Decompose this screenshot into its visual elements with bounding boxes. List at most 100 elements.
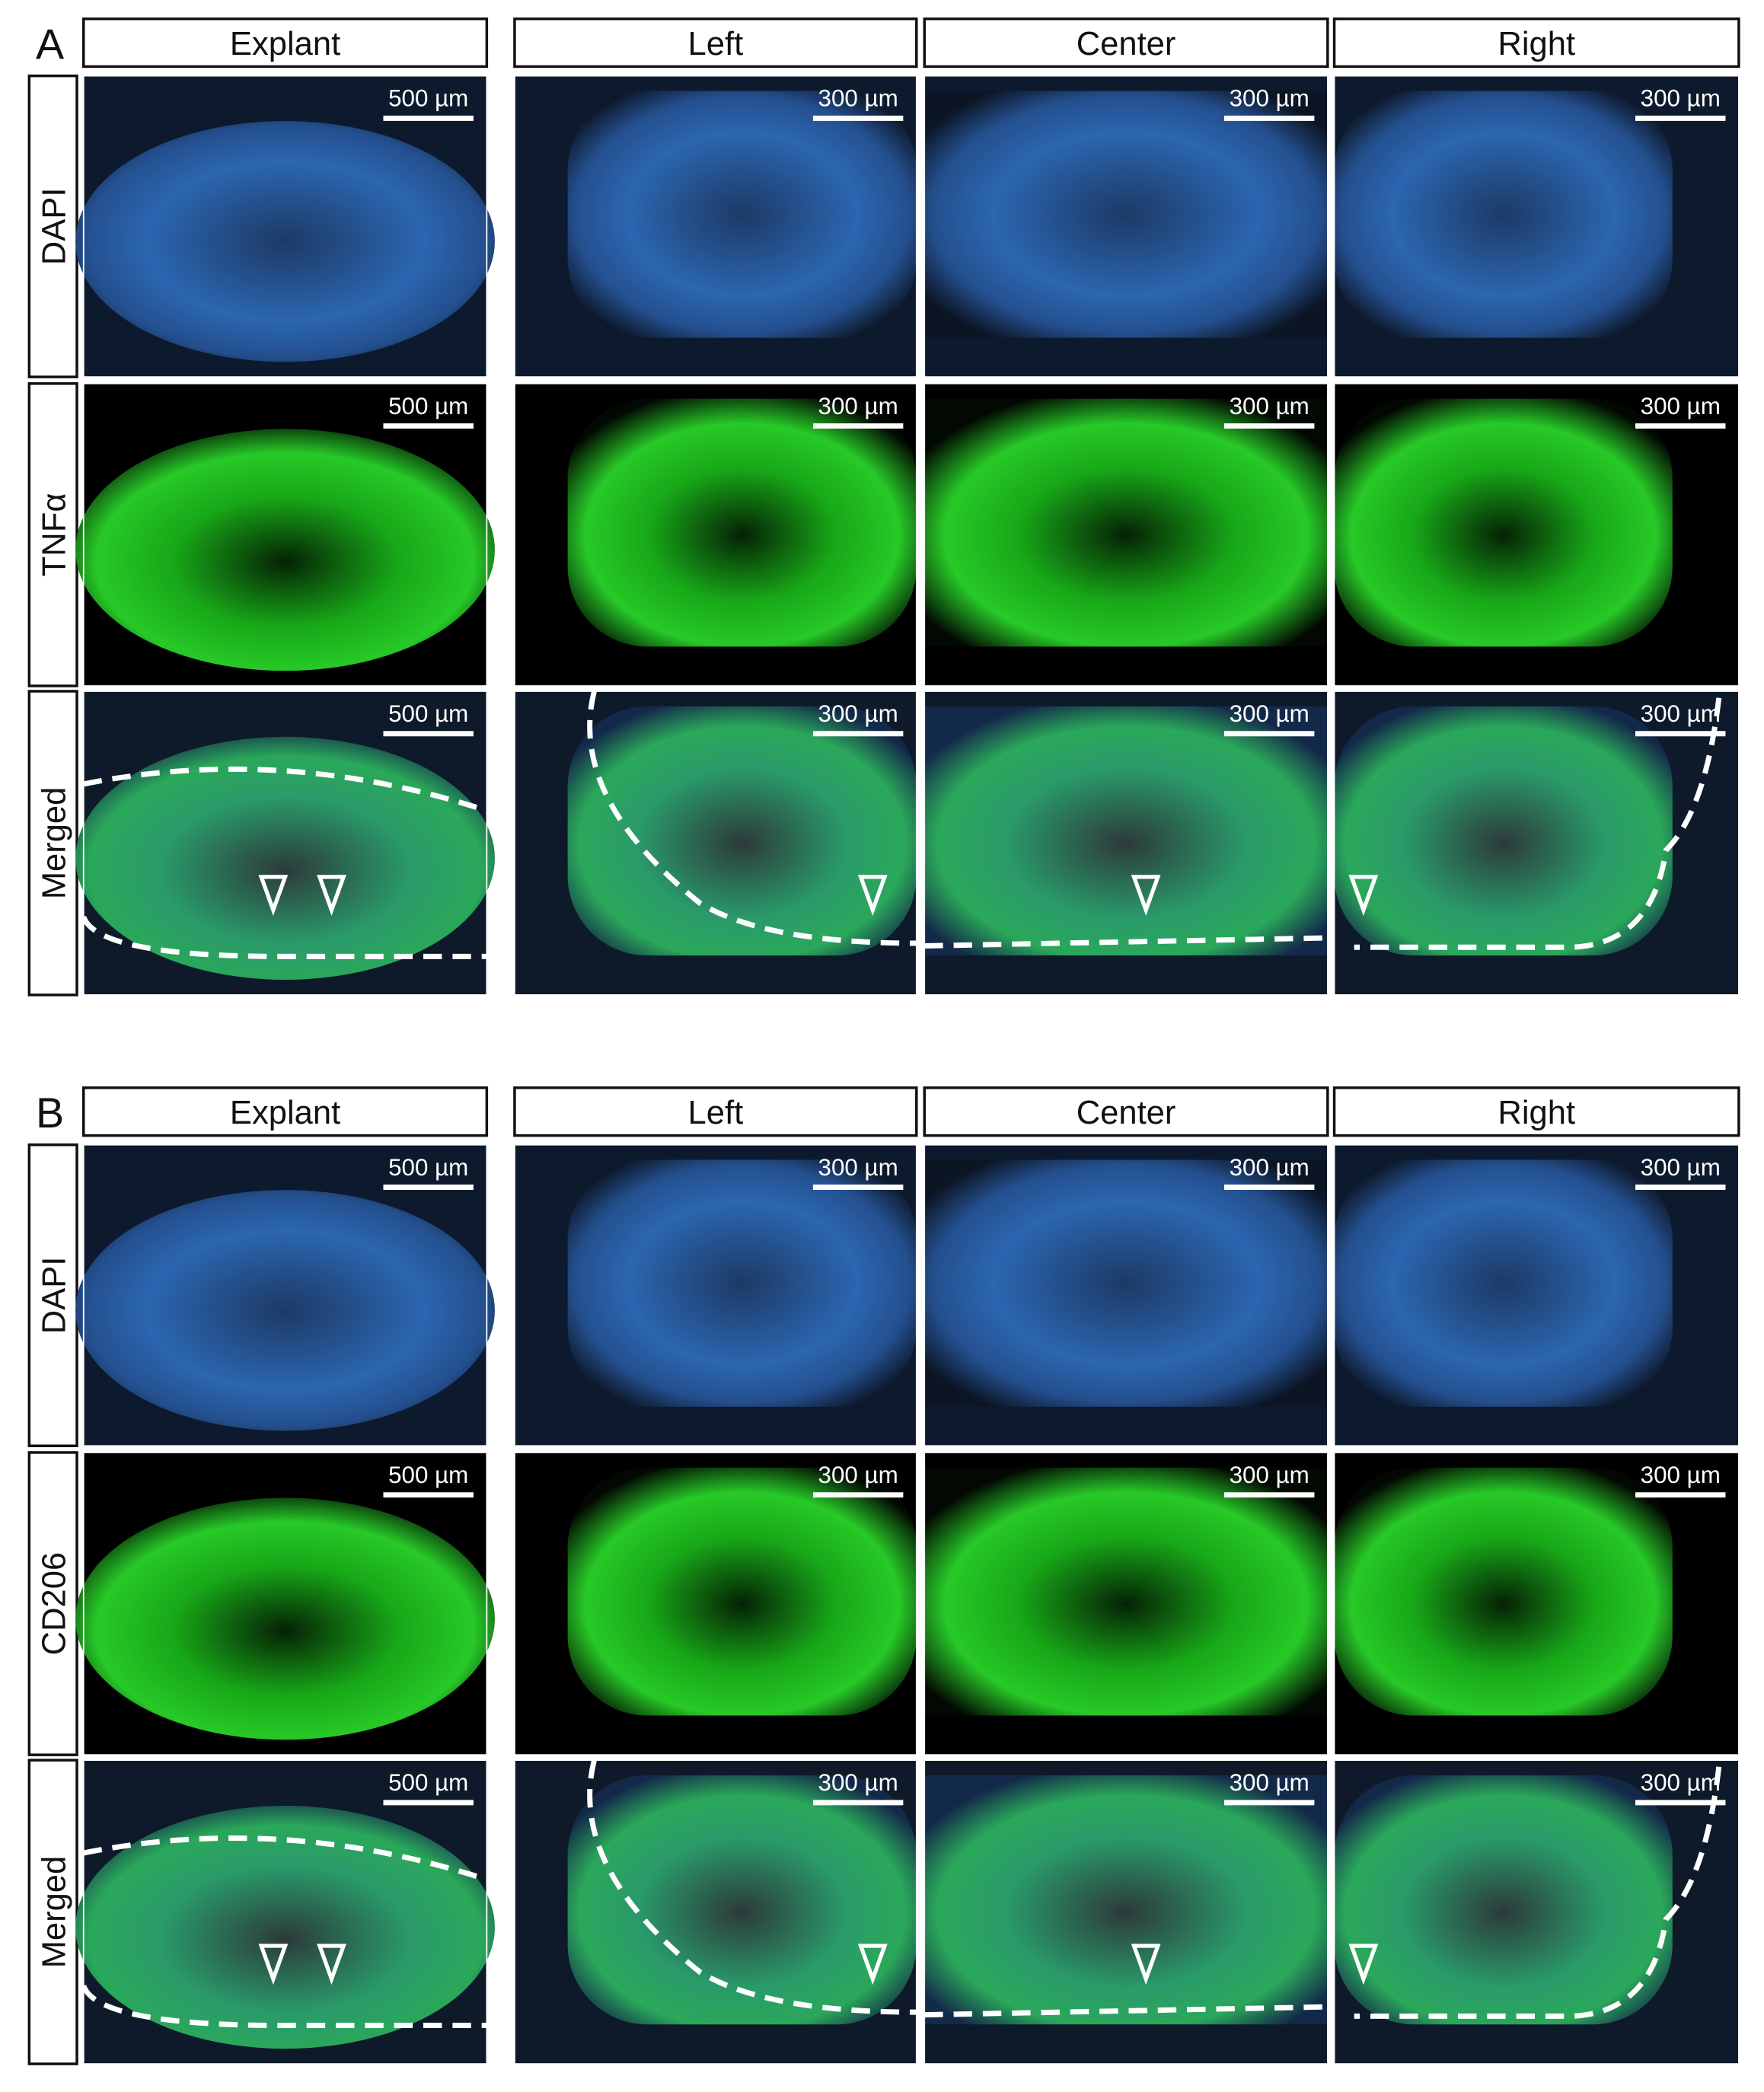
scale-bar-label: 300 µm <box>1641 1769 1721 1796</box>
micrograph-border <box>82 75 488 378</box>
micrograph-border <box>82 1452 488 1756</box>
arrowhead <box>317 1944 346 1985</box>
tissue <box>75 736 495 980</box>
column-header: Explant <box>230 26 340 62</box>
row-label: Merged <box>36 787 72 900</box>
tissue <box>924 91 1328 338</box>
column-header: Center <box>1077 1095 1176 1131</box>
row-label: DAPI <box>36 188 72 266</box>
tissue <box>75 1805 495 2049</box>
tissue <box>75 120 495 362</box>
column-header: Right <box>1498 26 1575 62</box>
micrograph-border <box>82 382 488 687</box>
tissue-region <box>1334 1467 1673 1716</box>
micrograph-border <box>514 1143 917 1447</box>
column-header: Explant <box>230 1095 340 1131</box>
arrowhead <box>1348 875 1379 917</box>
row-label-box <box>27 1759 78 2065</box>
scale-bar-label: 300 µm <box>1641 1154 1721 1181</box>
column-header-box <box>513 1086 918 1137</box>
scale-bar-label: 300 µm <box>1641 1462 1721 1488</box>
scale-bar-label: 300 µm <box>1230 700 1309 727</box>
row-label: TNFα <box>36 493 72 577</box>
arrowhead <box>1348 1944 1379 1985</box>
tissue-region <box>1334 91 1673 338</box>
column-header-box <box>1332 17 1740 69</box>
tissue-region <box>567 398 917 647</box>
tissue-region <box>567 1159 917 1407</box>
row-label-box <box>27 74 78 378</box>
scale-bar-label: 500 µm <box>388 1462 468 1488</box>
scale-bar-label: 300 µm <box>1641 393 1721 419</box>
column-header: Left <box>688 26 744 62</box>
tissue-region <box>1334 1159 1673 1407</box>
tissue-region <box>75 1805 495 2049</box>
tissue-region <box>924 1467 1328 1716</box>
micrograph-border <box>82 690 488 996</box>
micrograph-border <box>82 1143 488 1447</box>
tissue <box>924 706 1328 956</box>
micrograph-border <box>514 382 917 687</box>
micrograph-border <box>514 1452 917 1756</box>
tissue-region <box>75 429 495 671</box>
column-header-box <box>923 17 1329 69</box>
tissue-region <box>75 1497 495 1740</box>
scale-bar-label: 300 µm <box>1230 1462 1309 1488</box>
scale-bar-label: 500 µm <box>388 393 468 419</box>
tissue-region <box>1334 1775 1673 2025</box>
micrograph-border <box>82 1759 488 2065</box>
micrograph-border <box>1333 1759 1740 2065</box>
panel-letter: A <box>36 21 65 68</box>
micrograph-border <box>923 690 1329 996</box>
micrograph-border <box>1333 1452 1740 1756</box>
tissue <box>567 398 917 647</box>
micrograph-border <box>514 1759 917 2065</box>
tissue <box>567 91 917 338</box>
scale-bar-label: 500 µm <box>388 1769 468 1796</box>
tissue-region <box>924 398 1328 647</box>
tissue <box>1334 706 1673 956</box>
tissue-outline <box>81 1835 488 2029</box>
micrograph-border <box>514 75 917 378</box>
column-header: Left <box>688 1095 744 1131</box>
tissue-region <box>1334 706 1673 956</box>
micrograph-border <box>923 75 1329 378</box>
tissue-outline <box>924 935 1328 949</box>
tissue-region <box>567 1467 917 1716</box>
column-header-box <box>923 1086 1329 1137</box>
row-label: Merged <box>36 1856 72 1969</box>
arrowhead <box>258 1944 289 1985</box>
tissue-outline <box>1354 697 1722 950</box>
row-label-box <box>27 1143 78 1447</box>
column-header-box <box>82 1086 489 1137</box>
scale-bar-label: 500 µm <box>388 85 468 112</box>
tissue-region <box>924 91 1328 338</box>
arrowhead <box>1131 1944 1161 1985</box>
tissue <box>924 1467 1328 1716</box>
micrograph-border <box>923 1759 1329 2065</box>
tissue <box>924 1159 1328 1407</box>
scale-bar-label: 300 µm <box>1230 1154 1309 1181</box>
scale-bar-label: 300 µm <box>1230 1769 1309 1796</box>
scale-bar-label: 500 µm <box>388 700 468 727</box>
scale-bar-label: 500 µm <box>388 1154 468 1181</box>
micrograph-border <box>1333 690 1740 996</box>
scale-bar-label: 300 µm <box>818 1154 898 1181</box>
scale-bar-label: 300 µm <box>1641 85 1721 112</box>
tissue <box>1334 1775 1673 2025</box>
column-header-box <box>82 17 489 69</box>
column-header-box <box>1332 1086 1740 1137</box>
tissue <box>1334 1159 1673 1407</box>
tissue-region <box>567 91 917 338</box>
tissue-region <box>924 1159 1328 1407</box>
arrowhead <box>857 1944 888 1985</box>
tissue <box>1334 398 1673 647</box>
scale-bar-label: 300 µm <box>818 1769 898 1796</box>
micrograph-border <box>923 1143 1329 1447</box>
tissue-region <box>75 736 495 980</box>
arrowhead <box>317 875 346 917</box>
tissue <box>75 1497 495 1740</box>
tissue-region <box>75 120 495 362</box>
tissue-outline <box>81 766 488 959</box>
